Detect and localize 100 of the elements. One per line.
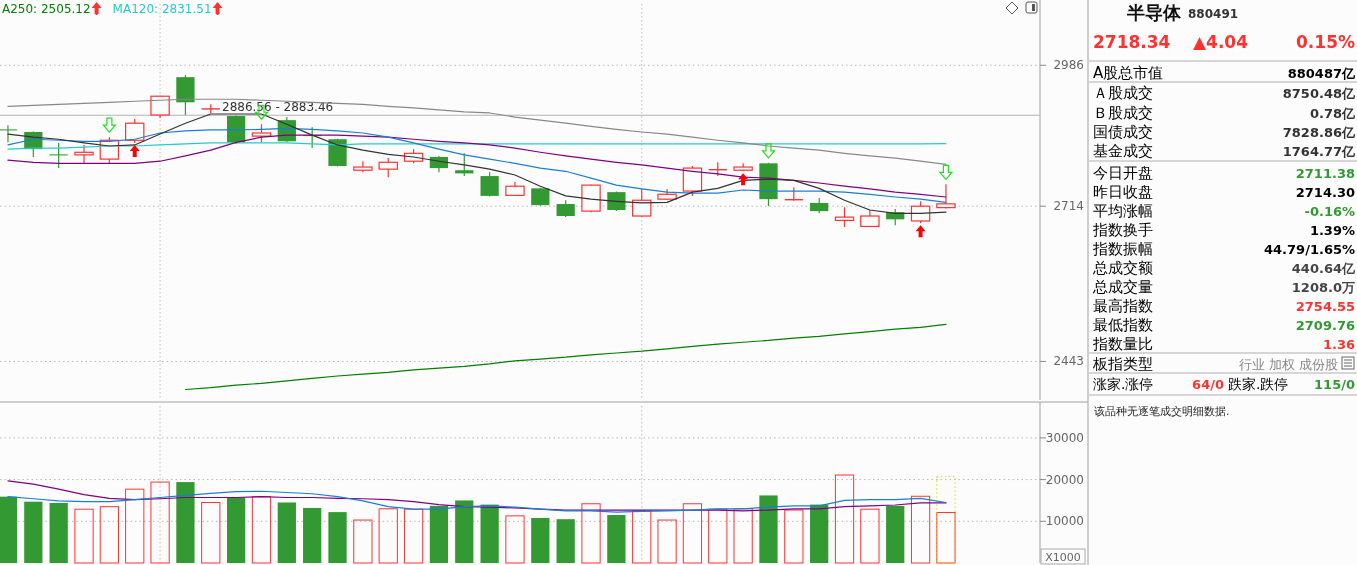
bar	[733, 508, 753, 564]
y-tick-label: 2714	[1053, 199, 1084, 214]
bar	[657, 519, 677, 564]
line-series	[7, 480, 947, 512]
bar	[784, 509, 804, 564]
text: 7828.86亿	[1282, 125, 1355, 140]
candlestick	[480, 171, 499, 198]
candlestick	[125, 118, 145, 144]
text: 440.64亿	[1291, 261, 1355, 276]
text: MA120: 2831.51	[112, 2, 212, 16]
text: 2709.76	[1295, 318, 1355, 333]
category-label: 昨日收盘	[1093, 183, 1153, 201]
bar	[201, 502, 221, 564]
bar	[0, 496, 18, 563]
text: 1764.77亿	[1282, 144, 1355, 159]
y-tick-label: 2986	[1053, 58, 1084, 73]
candlestick	[936, 183, 956, 210]
bar	[480, 504, 499, 563]
bar	[49, 502, 68, 563]
bar	[277, 502, 296, 563]
candlestick	[74, 144, 94, 164]
text: 2754.55	[1295, 299, 1355, 314]
category-label: 最高指数	[1093, 297, 1153, 315]
text: A250: 2505.12	[2, 2, 91, 16]
bar	[328, 512, 347, 563]
bar	[556, 519, 575, 563]
category-label: 最低指数	[1093, 316, 1153, 334]
y-tick-label: 30000	[1045, 430, 1084, 445]
bar	[227, 497, 246, 563]
bar	[682, 503, 703, 564]
y-tick-label: 2443	[1053, 354, 1084, 369]
category-label: 基金成交	[1093, 142, 1153, 160]
bar	[74, 508, 94, 564]
category-label: 指数换手	[1092, 221, 1153, 239]
bar	[251, 496, 272, 564]
bar	[936, 512, 956, 564]
candlestick	[49, 142, 68, 169]
text: 2718.34	[1093, 32, 1171, 52]
candlestick	[251, 123, 272, 143]
text: 1.36	[1322, 337, 1355, 352]
text: 行业 加权 成份股	[1238, 357, 1338, 372]
candlestick	[0, 124, 18, 143]
text: 8750.48亿	[1282, 86, 1355, 101]
category-label: Ｂ股成交	[1093, 104, 1153, 122]
bar	[429, 505, 449, 563]
text: 半导体	[1126, 2, 1182, 23]
bar	[378, 508, 398, 564]
category-label: A股总市值	[1093, 64, 1164, 82]
bar	[581, 503, 601, 564]
line-series	[184, 323, 947, 391]
category-label: 总成交量	[1092, 278, 1153, 296]
bar	[910, 495, 931, 564]
category-label: 指数量比	[1092, 335, 1153, 353]
bar	[455, 500, 474, 563]
bar	[834, 474, 855, 564]
category-label: 平均涨幅	[1093, 202, 1153, 220]
bar	[403, 508, 424, 564]
text: 该品种无逐笔成交明细数据.	[1094, 405, 1230, 418]
candlestick	[455, 152, 474, 177]
bar	[99, 506, 119, 564]
text: 44.79/1.65%	[1264, 242, 1355, 257]
y-tick-label: 20000	[1045, 472, 1084, 487]
bar	[125, 488, 145, 564]
category-label: 总成交额	[1092, 259, 1153, 277]
bar	[505, 515, 525, 564]
candlestick	[353, 160, 373, 173]
bar	[176, 482, 195, 563]
y-axis-title: X1000	[1045, 551, 1081, 564]
category-label: 板指类型	[1092, 355, 1153, 373]
text: 1.39%	[1309, 223, 1355, 238]
candlestick	[834, 206, 855, 228]
candlestick	[378, 157, 398, 178]
text: ▲4.04	[1193, 32, 1249, 52]
text: 0.15%	[1296, 32, 1355, 52]
text: 880487亿	[1287, 66, 1355, 81]
y-tick-label: 10000	[1045, 514, 1084, 529]
text: 2711.38	[1295, 166, 1355, 181]
category-label: 指数振幅	[1092, 240, 1153, 258]
line-series	[7, 490, 947, 513]
category-label: Ａ股成交	[1093, 84, 1153, 102]
category-label: 今日开盘	[1093, 164, 1153, 182]
bar	[353, 519, 373, 564]
text: 0.78亿	[1309, 106, 1355, 121]
candlestick	[682, 165, 703, 197]
text: 64/0	[1192, 377, 1224, 392]
bar	[531, 517, 550, 563]
bar	[886, 505, 905, 563]
text: 1208.0万	[1291, 280, 1355, 295]
candlestick	[910, 200, 931, 224]
bar	[936, 476, 956, 564]
bar	[303, 507, 322, 563]
category-label: 国债成交	[1093, 123, 1153, 141]
category-label: 跌家.跌停	[1228, 376, 1289, 392]
bar	[810, 504, 829, 563]
text: 2714.30	[1295, 185, 1355, 200]
bar	[860, 508, 880, 564]
bar	[24, 501, 43, 563]
bar	[607, 515, 626, 563]
text: -0.16%	[1304, 204, 1355, 219]
ref-line-label: 2886.56 - 2883.46	[222, 100, 334, 115]
